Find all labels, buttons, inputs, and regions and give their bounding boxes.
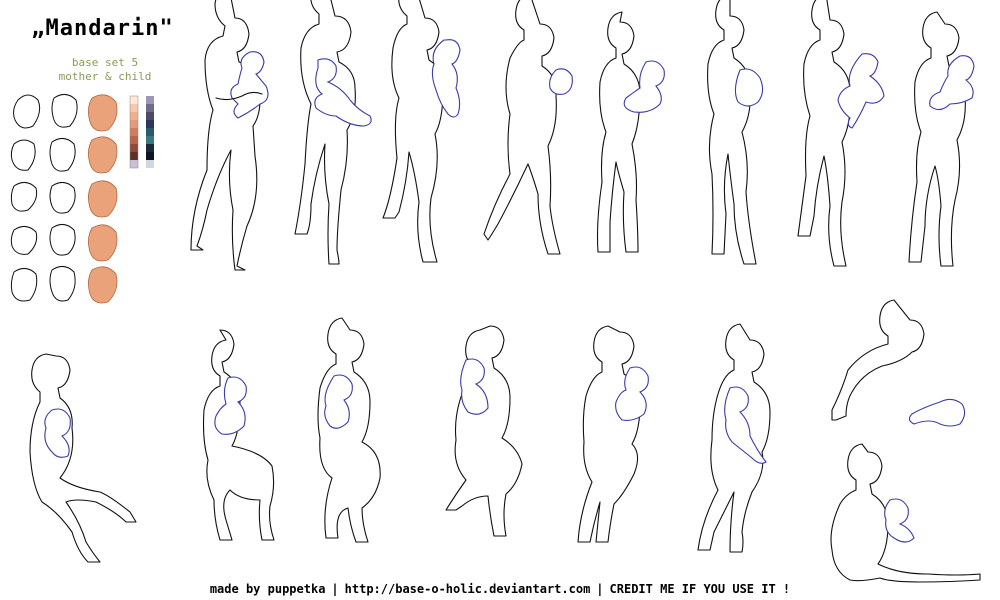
palette-swatch: [146, 120, 154, 128]
head-sketch-detailed: [49, 94, 78, 302]
palette-swatch: [146, 104, 154, 112]
figure-seated-1: [29, 353, 137, 563]
figure-standing-1: [190, 0, 269, 271]
page-title: „Mandarin": [31, 16, 174, 41]
palette-swatch: [130, 144, 138, 152]
palette-swatch: [130, 120, 138, 128]
figure-seated-6: [697, 323, 771, 553]
palette-swatch: [146, 160, 154, 168]
palette-swatch: [130, 128, 138, 136]
figure-seated-2: [202, 329, 275, 541]
figure-standing-4: [483, 0, 573, 255]
palette-swatch: [130, 160, 138, 168]
color-palette: [129, 95, 154, 169]
figure-standing-7: [797, 0, 885, 267]
footer-url[interactable]: http://base-o-holic.deviantart.com: [344, 582, 591, 596]
subtitle-line-1: base set 5: [71, 56, 139, 69]
palette-swatch: [146, 128, 154, 136]
standing-poses-row: [190, 0, 975, 271]
palette-swatch: [130, 136, 138, 144]
palette-swatch: [146, 96, 154, 104]
palette-swatch: [130, 96, 138, 104]
footer-note: CREDIT ME IF YOU USE IT !: [609, 582, 791, 596]
figure-seated-3: [317, 317, 381, 543]
figure-standing-3: [382, 0, 461, 263]
subtitle-line-2: mother & child: [58, 70, 152, 83]
figure-standing-8: [908, 11, 975, 267]
figure-standing-5: [596, 11, 665, 253]
palette-swatch: [146, 144, 154, 152]
palette-swatch: [146, 112, 154, 120]
palette-swatch: [130, 104, 138, 112]
figure-kneeling: [831, 299, 966, 427]
head-sketch: [10, 94, 41, 302]
palette-swatch: [130, 112, 138, 120]
head-study-grid: [10, 94, 118, 304]
seated-poses-row: [29, 299, 981, 583]
head-shaded: [88, 94, 118, 304]
figure-standing-6: [707, 0, 764, 265]
figure-seated-5: [577, 325, 649, 543]
palette-frame: [129, 95, 139, 169]
figure-standing-2: [294, 0, 372, 265]
footer-credits: made by puppetka | http://base-o-holic.dev…: [209, 582, 791, 596]
palette-swatch: [146, 136, 154, 144]
figure-sitting-floor: [830, 443, 981, 583]
footer-author: made by puppetka: [209, 582, 326, 596]
palette-swatch: [130, 152, 138, 160]
palette-swatch: [146, 152, 154, 160]
figure-seated-4: [445, 325, 523, 537]
